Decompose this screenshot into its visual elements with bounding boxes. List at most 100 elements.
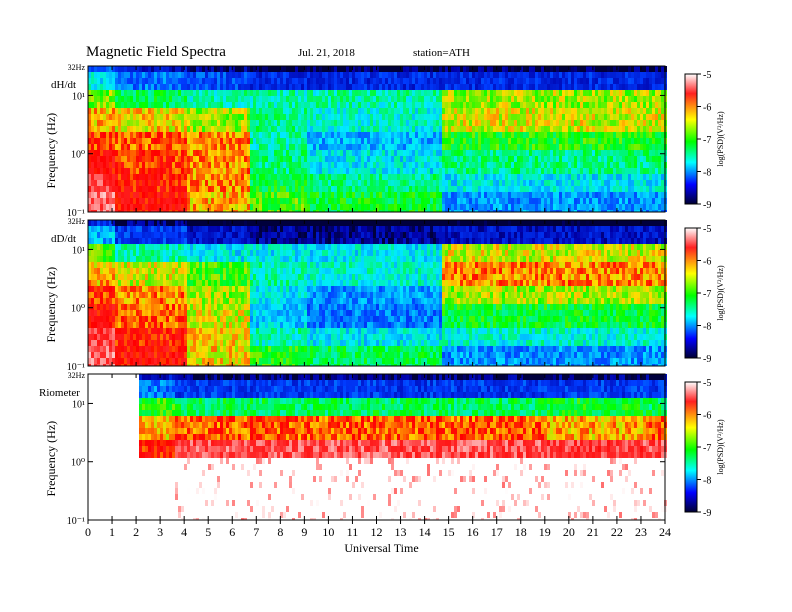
heatmap-cell bbox=[355, 186, 358, 192]
heatmap-cell bbox=[169, 90, 172, 96]
heatmap-cell bbox=[313, 84, 316, 90]
heatmap-cell bbox=[406, 84, 409, 90]
heatmap-cell bbox=[250, 108, 253, 114]
heatmap-cell bbox=[487, 210, 490, 212]
heatmap-cell bbox=[112, 180, 115, 186]
heatmap-cell bbox=[397, 204, 400, 210]
heatmap-cell bbox=[640, 96, 643, 102]
heatmap-cell bbox=[394, 144, 397, 150]
heatmap-cell bbox=[145, 126, 148, 132]
heatmap-cell bbox=[505, 102, 508, 108]
heatmap-cell bbox=[376, 84, 379, 90]
heatmap-cell bbox=[385, 180, 388, 186]
heatmap-cell bbox=[211, 150, 214, 156]
heatmap-cell bbox=[532, 96, 535, 102]
heatmap-cell bbox=[661, 120, 664, 126]
heatmap-cell bbox=[223, 156, 226, 162]
heatmap-cell bbox=[343, 168, 346, 174]
heatmap-cell bbox=[364, 72, 367, 78]
heatmap-cell bbox=[658, 168, 661, 174]
heatmap-cell bbox=[409, 132, 412, 138]
heatmap-cell bbox=[499, 204, 502, 210]
heatmap-cell bbox=[325, 144, 328, 150]
heatmap-cell bbox=[172, 192, 175, 198]
heatmap-cell bbox=[109, 186, 112, 192]
heatmap-cell bbox=[334, 96, 337, 102]
heatmap-cell bbox=[523, 192, 526, 198]
heatmap-cell bbox=[427, 174, 430, 180]
heatmap-cell bbox=[121, 78, 124, 84]
heatmap-cell bbox=[646, 180, 649, 186]
heatmap-cell bbox=[160, 126, 163, 132]
heatmap-cell bbox=[466, 186, 469, 192]
heatmap-cell bbox=[253, 72, 256, 78]
heatmap-cell bbox=[397, 192, 400, 198]
heatmap-cell bbox=[550, 102, 553, 108]
heatmap-cell bbox=[340, 72, 343, 78]
heatmap-cell bbox=[97, 96, 100, 102]
heatmap-cell bbox=[310, 168, 313, 174]
heatmap-cell bbox=[535, 162, 538, 168]
heatmap-cell bbox=[487, 102, 490, 108]
heatmap-cell bbox=[478, 144, 481, 150]
heatmap-cell bbox=[286, 72, 289, 78]
heatmap-cell bbox=[514, 102, 517, 108]
heatmap-cell bbox=[514, 162, 517, 168]
heatmap-cell bbox=[274, 204, 277, 210]
heatmap-cell bbox=[550, 72, 553, 78]
heatmap-cell bbox=[610, 168, 613, 174]
heatmap-cell bbox=[412, 210, 415, 212]
heatmap-cell bbox=[199, 210, 202, 212]
heatmap-cell bbox=[226, 144, 229, 150]
heatmap-cell bbox=[181, 114, 184, 120]
heatmap-cell bbox=[376, 144, 379, 150]
heatmap-cell bbox=[178, 204, 181, 210]
heatmap-cell bbox=[559, 156, 562, 162]
heatmap-cell bbox=[493, 192, 496, 198]
heatmap-cell bbox=[364, 78, 367, 84]
heatmap-cell bbox=[475, 174, 478, 180]
heatmap-cell bbox=[205, 132, 208, 138]
heatmap-cell bbox=[376, 150, 379, 156]
heatmap-cell bbox=[130, 126, 133, 132]
heatmap-cell bbox=[622, 126, 625, 132]
heatmap-cell bbox=[376, 108, 379, 114]
heatmap-cell bbox=[193, 120, 196, 126]
heatmap-cell bbox=[631, 180, 634, 186]
heatmap-cell bbox=[556, 174, 559, 180]
heatmap-cell bbox=[265, 180, 268, 186]
heatmap-cell bbox=[358, 144, 361, 150]
heatmap-cell bbox=[253, 144, 256, 150]
heatmap-cell bbox=[604, 84, 607, 90]
heatmap-cell bbox=[307, 180, 310, 186]
heatmap-cell bbox=[484, 192, 487, 198]
heatmap-cell bbox=[325, 210, 328, 212]
heatmap-cell bbox=[403, 108, 406, 114]
heatmap-cell bbox=[652, 144, 655, 150]
heatmap-cell bbox=[358, 138, 361, 144]
heatmap-cell bbox=[646, 78, 649, 84]
heatmap-cell bbox=[547, 120, 550, 126]
heatmap-cell bbox=[415, 210, 418, 212]
heatmap-cell bbox=[391, 204, 394, 210]
heatmap-cell bbox=[523, 150, 526, 156]
heatmap-cell bbox=[592, 180, 595, 186]
heatmap-cell bbox=[532, 90, 535, 96]
heatmap-cell bbox=[427, 138, 430, 144]
heatmap-cell bbox=[226, 150, 229, 156]
heatmap-cell bbox=[337, 120, 340, 126]
heatmap-cell bbox=[157, 96, 160, 102]
heatmap-cell bbox=[184, 144, 187, 150]
heatmap-cell bbox=[418, 198, 421, 204]
heatmap-cell bbox=[334, 198, 337, 204]
heatmap-cell bbox=[463, 102, 466, 108]
heatmap-cell bbox=[112, 192, 115, 198]
heatmap-cell bbox=[373, 204, 376, 210]
heatmap-cell bbox=[550, 96, 553, 102]
heatmap-cell bbox=[520, 132, 523, 138]
heatmap-cell bbox=[451, 156, 454, 162]
heatmap-cell bbox=[511, 156, 514, 162]
heatmap-cell bbox=[361, 150, 364, 156]
heatmap-cell bbox=[448, 174, 451, 180]
heatmap-cell bbox=[550, 150, 553, 156]
